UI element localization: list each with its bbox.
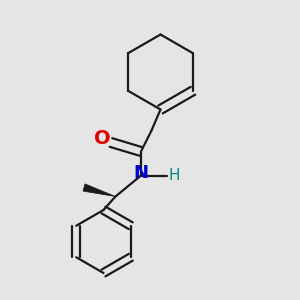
Text: H: H — [168, 168, 180, 183]
Text: N: N — [134, 164, 148, 182]
Text: O: O — [94, 129, 111, 148]
Polygon shape — [83, 184, 116, 197]
